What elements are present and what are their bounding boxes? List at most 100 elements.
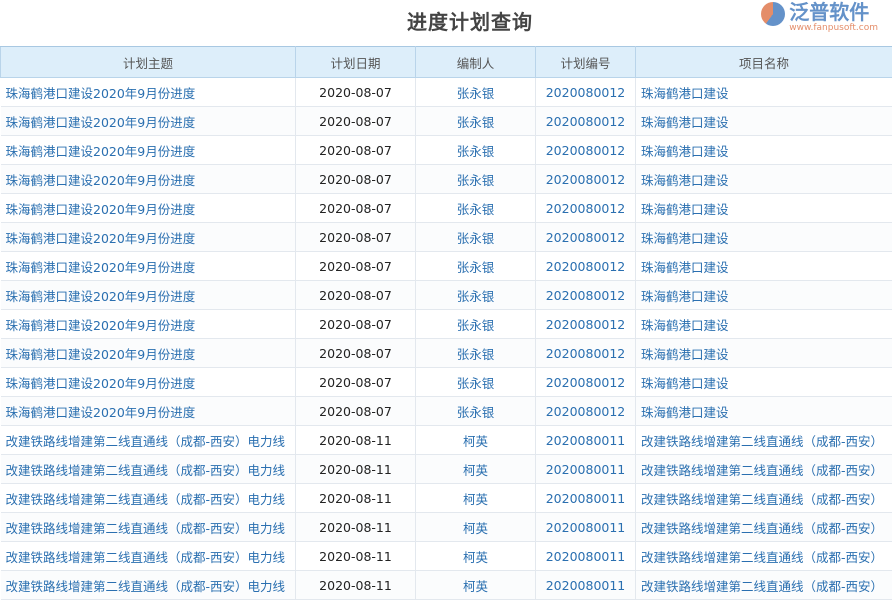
cell-subject[interactable]: 改建铁路线增建第二线直通线（成都-西安）电力线	[0, 425, 296, 455]
cell-date: 2020-08-11	[295, 570, 416, 600]
cell-plan-number[interactable]: 2020080012	[535, 77, 636, 107]
cell-plan-number[interactable]: 2020080012	[535, 106, 636, 136]
cell-author[interactable]: 张永银	[415, 77, 536, 107]
cell-subject[interactable]: 珠海鹤港口建设2020年9月份进度	[0, 367, 296, 397]
cell-plan-number[interactable]: 2020080012	[535, 135, 636, 165]
table-row[interactable]: 珠海鹤港口建设2020年9月份进度 2020-08-07 张永银 2020080012…	[0, 367, 892, 397]
cell-project-name[interactable]: 改建铁路线增建第二线直通线（成都-西安）	[635, 512, 892, 542]
cell-plan-number[interactable]: 2020080012	[535, 280, 636, 310]
cell-subject[interactable]: 珠海鹤港口建设2020年9月份进度	[0, 135, 296, 165]
table-row[interactable]: 珠海鹤港口建设2020年9月份进度 2020-08-07 张永银 2020080012…	[0, 135, 892, 165]
cell-subject[interactable]: 珠海鹤港口建设2020年9月份进度	[0, 193, 296, 223]
cell-plan-number[interactable]: 2020080011	[535, 425, 636, 455]
cell-plan-number[interactable]: 2020080011	[535, 570, 636, 600]
cell-plan-number[interactable]: 2020080012	[535, 367, 636, 397]
cell-project-name[interactable]: 珠海鹤港口建设	[635, 338, 892, 368]
cell-author[interactable]: 张永银	[415, 396, 536, 426]
cell-project-name[interactable]: 改建铁路线增建第二线直通线（成都-西安）	[635, 425, 892, 455]
cell-author[interactable]: 张永银	[415, 135, 536, 165]
cell-subject[interactable]: 珠海鹤港口建设2020年9月份进度	[0, 309, 296, 339]
column-header-project-name[interactable]: 项目名称	[635, 46, 892, 78]
cell-project-name[interactable]: 珠海鹤港口建设	[635, 251, 892, 281]
cell-subject[interactable]: 改建铁路线增建第二线直通线（成都-西安）电力线	[0, 512, 296, 542]
cell-plan-number[interactable]: 2020080012	[535, 164, 636, 194]
cell-author[interactable]: 张永银	[415, 106, 536, 136]
cell-project-name[interactable]: 珠海鹤港口建设	[635, 222, 892, 252]
cell-date: 2020-08-07	[295, 338, 416, 368]
cell-subject[interactable]: 改建铁路线增建第二线直通线（成都-西安）电力线	[0, 483, 296, 513]
cell-date: 2020-08-07	[295, 164, 416, 194]
cell-plan-number[interactable]: 2020080012	[535, 193, 636, 223]
cell-project-name[interactable]: 珠海鹤港口建设	[635, 309, 892, 339]
table-row[interactable]: 珠海鹤港口建设2020年9月份进度 2020-08-07 张永银 2020080012…	[0, 280, 892, 310]
cell-plan-number[interactable]: 2020080012	[535, 251, 636, 281]
table-row[interactable]: 珠海鹤港口建设2020年9月份进度 2020-08-07 张永银 2020080012…	[0, 77, 892, 107]
cell-author[interactable]: 柯英	[415, 425, 536, 455]
cell-subject[interactable]: 珠海鹤港口建设2020年9月份进度	[0, 106, 296, 136]
table-row[interactable]: 改建铁路线增建第二线直通线（成都-西安）电力线 2020-08-11 柯英 20200…	[0, 483, 892, 513]
column-header-author[interactable]: 编制人	[415, 46, 536, 78]
table-row[interactable]: 珠海鹤港口建设2020年9月份进度 2020-08-07 张永银 2020080012…	[0, 164, 892, 194]
table-row[interactable]: 珠海鹤港口建设2020年9月份进度 2020-08-07 张永银 2020080012…	[0, 251, 892, 281]
table-row[interactable]: 改建铁路线增建第二线直通线（成都-西安）电力线 2020-08-11 柯英 20200…	[0, 454, 892, 484]
cell-author[interactable]: 柯英	[415, 454, 536, 484]
cell-plan-number[interactable]: 2020080011	[535, 541, 636, 571]
cell-project-name[interactable]: 珠海鹤港口建设	[635, 135, 892, 165]
column-header-plan-number[interactable]: 计划编号	[535, 46, 636, 78]
cell-project-name[interactable]: 珠海鹤港口建设	[635, 367, 892, 397]
cell-project-name[interactable]: 珠海鹤港口建设	[635, 164, 892, 194]
cell-subject[interactable]: 珠海鹤港口建设2020年9月份进度	[0, 222, 296, 252]
cell-subject[interactable]: 改建铁路线增建第二线直通线（成都-西安）电力线	[0, 454, 296, 484]
cell-project-name[interactable]: 珠海鹤港口建设	[635, 106, 892, 136]
cell-subject[interactable]: 改建铁路线增建第二线直通线（成都-西安）电力线	[0, 541, 296, 571]
table-row[interactable]: 改建铁路线增建第二线直通线（成都-西安）电力线 2020-08-11 柯英 20200…	[0, 570, 892, 600]
cell-subject[interactable]: 珠海鹤港口建设2020年9月份进度	[0, 280, 296, 310]
cell-subject[interactable]: 珠海鹤港口建设2020年9月份进度	[0, 396, 296, 426]
cell-author[interactable]: 柯英	[415, 512, 536, 542]
column-header-date[interactable]: 计划日期	[295, 46, 416, 78]
cell-project-name[interactable]: 改建铁路线增建第二线直通线（成都-西安）	[635, 454, 892, 484]
cell-plan-number[interactable]: 2020080012	[535, 338, 636, 368]
cell-subject[interactable]: 珠海鹤港口建设2020年9月份进度	[0, 338, 296, 368]
cell-subject[interactable]: 珠海鹤港口建设2020年9月份进度	[0, 251, 296, 281]
table-row[interactable]: 珠海鹤港口建设2020年9月份进度 2020-08-07 张永银 2020080012…	[0, 222, 892, 252]
cell-project-name[interactable]: 珠海鹤港口建设	[635, 396, 892, 426]
cell-plan-number[interactable]: 2020080011	[535, 512, 636, 542]
cell-plan-number[interactable]: 2020080012	[535, 222, 636, 252]
cell-subject[interactable]: 珠海鹤港口建设2020年9月份进度	[0, 164, 296, 194]
cell-author[interactable]: 张永银	[415, 338, 536, 368]
cell-author[interactable]: 张永银	[415, 367, 536, 397]
table-row[interactable]: 珠海鹤港口建设2020年9月份进度 2020-08-07 张永银 2020080012…	[0, 106, 892, 136]
table-row[interactable]: 珠海鹤港口建设2020年9月份进度 2020-08-07 张永银 2020080012…	[0, 309, 892, 339]
cell-author[interactable]: 张永银	[415, 193, 536, 223]
cell-plan-number[interactable]: 2020080012	[535, 396, 636, 426]
cell-date: 2020-08-07	[295, 106, 416, 136]
table-row[interactable]: 改建铁路线增建第二线直通线（成都-西安）电力线 2020-08-11 柯英 20200…	[0, 425, 892, 455]
table-row[interactable]: 珠海鹤港口建设2020年9月份进度 2020-08-07 张永银 2020080012…	[0, 193, 892, 223]
cell-author[interactable]: 张永银	[415, 164, 536, 194]
cell-project-name[interactable]: 改建铁路线增建第二线直通线（成都-西安）	[635, 541, 892, 571]
cell-author[interactable]: 柯英	[415, 483, 536, 513]
cell-author[interactable]: 柯英	[415, 541, 536, 571]
table-row[interactable]: 珠海鹤港口建设2020年9月份进度 2020-08-07 张永银 2020080012…	[0, 396, 892, 426]
cell-plan-number[interactable]: 2020080011	[535, 483, 636, 513]
cell-author[interactable]: 张永银	[415, 309, 536, 339]
cell-project-name[interactable]: 改建铁路线增建第二线直通线（成都-西安）	[635, 570, 892, 600]
cell-author[interactable]: 张永银	[415, 251, 536, 281]
cell-author[interactable]: 柯英	[415, 570, 536, 600]
cell-plan-number[interactable]: 2020080011	[535, 454, 636, 484]
cell-author[interactable]: 张永银	[415, 222, 536, 252]
cell-project-name[interactable]: 珠海鹤港口建设	[635, 193, 892, 223]
cell-date: 2020-08-07	[295, 280, 416, 310]
table-row[interactable]: 改建铁路线增建第二线直通线（成都-西安）电力线 2020-08-11 柯英 20200…	[0, 541, 892, 571]
cell-project-name[interactable]: 改建铁路线增建第二线直通线（成都-西安）	[635, 483, 892, 513]
cell-project-name[interactable]: 珠海鹤港口建设	[635, 280, 892, 310]
table-row[interactable]: 改建铁路线增建第二线直通线（成都-西安）电力线 2020-08-11 柯英 20200…	[0, 512, 892, 542]
cell-plan-number[interactable]: 2020080012	[535, 309, 636, 339]
cell-subject[interactable]: 改建铁路线增建第二线直通线（成都-西安）电力线	[0, 570, 296, 600]
column-header-subject[interactable]: 计划主题	[0, 46, 296, 78]
cell-author[interactable]: 张永银	[415, 280, 536, 310]
cell-project-name[interactable]: 珠海鹤港口建设	[635, 77, 892, 107]
table-row[interactable]: 珠海鹤港口建设2020年9月份进度 2020-08-07 张永银 2020080012…	[0, 338, 892, 368]
cell-subject[interactable]: 珠海鹤港口建设2020年9月份进度	[0, 77, 296, 107]
